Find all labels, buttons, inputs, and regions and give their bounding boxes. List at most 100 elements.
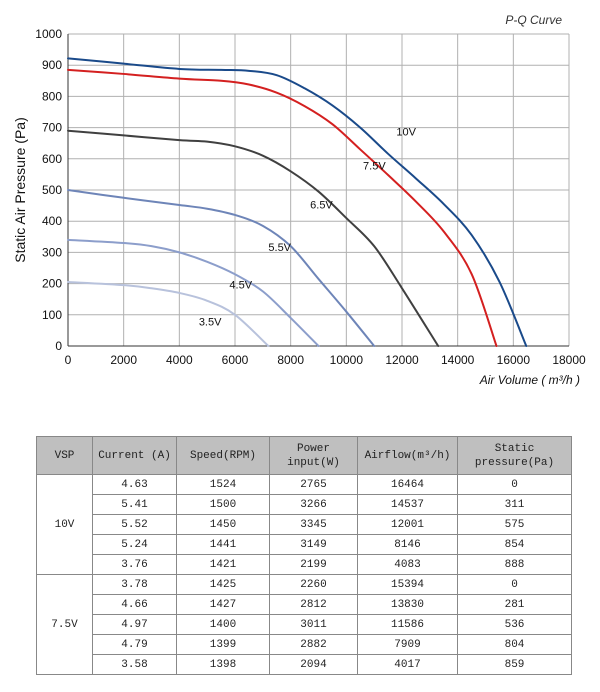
table-cell: 1421 [176,554,270,575]
table-row: 4.79 1399 2882 7909 804 [37,634,572,655]
x-tick-label: 18000 [552,353,586,367]
table-cell: 2765 [269,474,358,495]
table-cell: 1425 [176,574,270,595]
table-cell: 7909 [357,634,458,655]
header-current: Current (A) [92,436,177,475]
table-cell: 1500 [176,494,270,515]
series-line-5-5v [67,189,376,347]
curve-label: 6.5V [310,200,333,212]
x-axis-title: Air Volume ( m³/h ) [479,373,580,387]
table-cell: 2094 [269,654,358,675]
table-cell: 2882 [269,634,358,655]
table-cell: 1399 [176,634,270,655]
x-tick-label: 6000 [222,353,249,367]
y-tick-label: 400 [42,214,62,228]
table-header-row: VSP Current (A) Speed(RPM) Power input(W… [36,436,572,475]
table-cell: 311 [457,494,572,515]
y-tick-label: 100 [42,308,62,322]
y-tick-label: 900 [42,58,62,72]
chart-curve-labels: 10V 7.5V 6.5V 5.5V 4.5V 3.5V [199,126,417,328]
table-cell: 1400 [176,614,270,635]
table-cell: 4083 [357,554,458,575]
vsp-cell: 7.5V [36,574,93,675]
table-cell: 12001 [357,514,458,535]
series-line-10v [67,57,528,347]
table-row: 5.52 1450 3345 12001 575 [37,514,572,535]
table-cell: 4.97 [92,614,177,635]
table-cell: 536 [457,614,572,635]
series-line-6-5v [67,129,440,347]
table-cell: 1441 [176,534,270,555]
table-cell: 888 [457,554,572,575]
table-cell: 281 [457,594,572,615]
table-cell: 3345 [269,514,358,535]
chart-grid [67,33,570,347]
y-tick-label: 1000 [35,27,62,41]
table-cell: 14537 [357,494,458,515]
table-cell: 3.76 [92,554,177,575]
y-tick-label: 0 [55,339,62,353]
header-speed: Speed(RPM) [176,436,270,475]
chart-curves [67,57,528,347]
x-tick-label: 8000 [277,353,304,367]
curve-label: 3.5V [199,317,222,329]
table-cell: 11586 [357,614,458,635]
header-static-pressure: Static pressure(Pa) [457,436,572,475]
table-cell: 2812 [269,594,358,615]
table-cell: 3.78 [92,574,177,595]
table-cell: 4.79 [92,634,177,655]
table-body: 10V 4.63 1524 2765 16464 0 5.41 1500 3266 14537 31… [36,474,572,675]
table-cell: 3149 [269,534,358,555]
table-cell: 854 [457,534,572,555]
header-airflow: Airflow(m³/h) [357,436,458,475]
table-cell: 8146 [357,534,458,555]
table-cell: 1398 [176,654,270,675]
table-cell: 4017 [357,654,458,675]
table-cell: 2260 [269,574,358,595]
x-tick-label: 16000 [497,353,531,367]
x-tick-label: 0 [65,353,72,367]
table-row: 4.97 1400 3011 11586 536 [37,614,572,635]
table-cell: 1427 [176,594,270,615]
series-line-4-5v [67,238,320,347]
table-cell: 804 [457,634,572,655]
curve-label: 5.5V [268,242,291,254]
table-cell: 3.58 [92,654,177,675]
table-cell: 15394 [357,574,458,595]
table-row: 10V 4.63 1524 2765 16464 0 [36,474,572,575]
curve-label: 10V [396,126,416,138]
fan-performance-table: VSP Current (A) Speed(RPM) Power input(W… [36,436,572,675]
table-row: 5.24 1441 3149 8146 854 [37,534,572,555]
series-line-3-5v [67,281,270,347]
table-row: 3.76 1421 2199 4083 888 [37,554,572,575]
series-line-7-5v [67,68,498,347]
table-cell: 1524 [176,474,270,495]
curve-label: 4.5V [229,279,252,291]
table-cell: 859 [457,654,572,675]
x-tick-label: 2000 [110,353,137,367]
table-row: 3.58 1398 2094 4017 859 [37,654,572,675]
table-cell: 3266 [269,494,358,515]
table-cell: 5.41 [92,494,177,515]
table-cell: 4.66 [92,594,177,615]
table-cell: 5.52 [92,514,177,535]
x-tick-label: 10000 [330,353,364,367]
table-row: 4.66 1427 2812 13830 281 [37,594,572,615]
x-tick-label: 4000 [166,353,193,367]
x-tick-label: 12000 [385,353,419,367]
x-tick-label: 14000 [441,353,475,367]
table-cell: 13830 [357,594,458,615]
y-tick-label: 600 [42,152,62,166]
table-row: 5.41 1500 3266 14537 311 [37,494,572,515]
table-row: 7.5V 3.78 1425 2260 15394 0 [36,574,572,675]
y-tick-label: 200 [42,277,62,291]
table-cell: 0 [457,474,572,495]
table-cell: 16464 [357,474,458,495]
vsp-cell: 10V [36,474,93,575]
table-cell: 3011 [269,614,358,635]
chart-title: P-Q Curve [505,13,562,27]
header-vsp: VSP [36,436,93,475]
y-tick-label: 700 [42,121,62,135]
pq-curve-chart: 0 2000 4000 6000 8000 10000 12000 14000 16000 180… [12,13,586,387]
chart-ticks: 0 2000 4000 6000 8000 10000 12000 14000 16000 180… [35,27,586,367]
